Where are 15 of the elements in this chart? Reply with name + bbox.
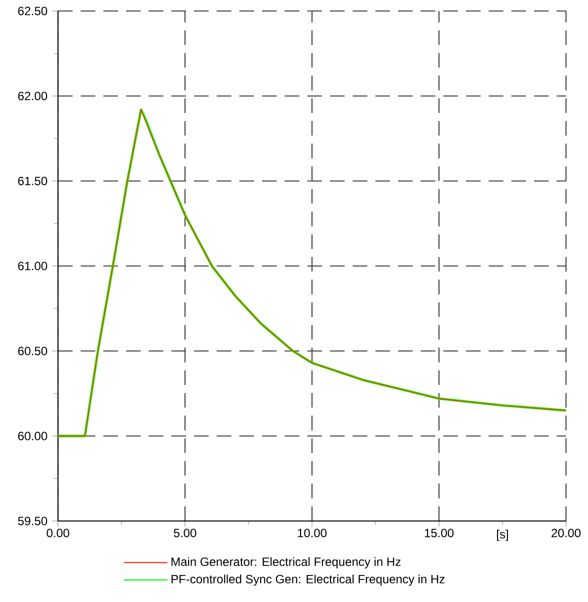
y-tick-label: 62.00 <box>18 92 48 100</box>
x-tick-label: 10.00 <box>298 528 327 538</box>
legend-label: Main Generator: Electrical Frequency in Hz <box>172 557 400 568</box>
y-tick-label: 60.00 <box>18 432 48 440</box>
x-tick-label: 15.00 <box>424 528 454 538</box>
y-tick-label: 61.50 <box>18 176 48 186</box>
x-axis-title: [s] <box>497 530 508 541</box>
y-tick-label: 60.50 <box>18 346 48 356</box>
y-tick-label: 62.50 <box>18 6 48 16</box>
x-tick-label: 0.00 <box>46 528 70 538</box>
y-tick-label: 59.50 <box>18 516 48 526</box>
y-tick-label: 61.00 <box>18 262 48 270</box>
legend-label: PF-controlled Sync Gen: Electrical Frequency in Hz <box>172 574 444 586</box>
x-tick-label: 5.00 <box>174 528 196 538</box>
x-tick-label: 20.00 <box>552 528 581 538</box>
